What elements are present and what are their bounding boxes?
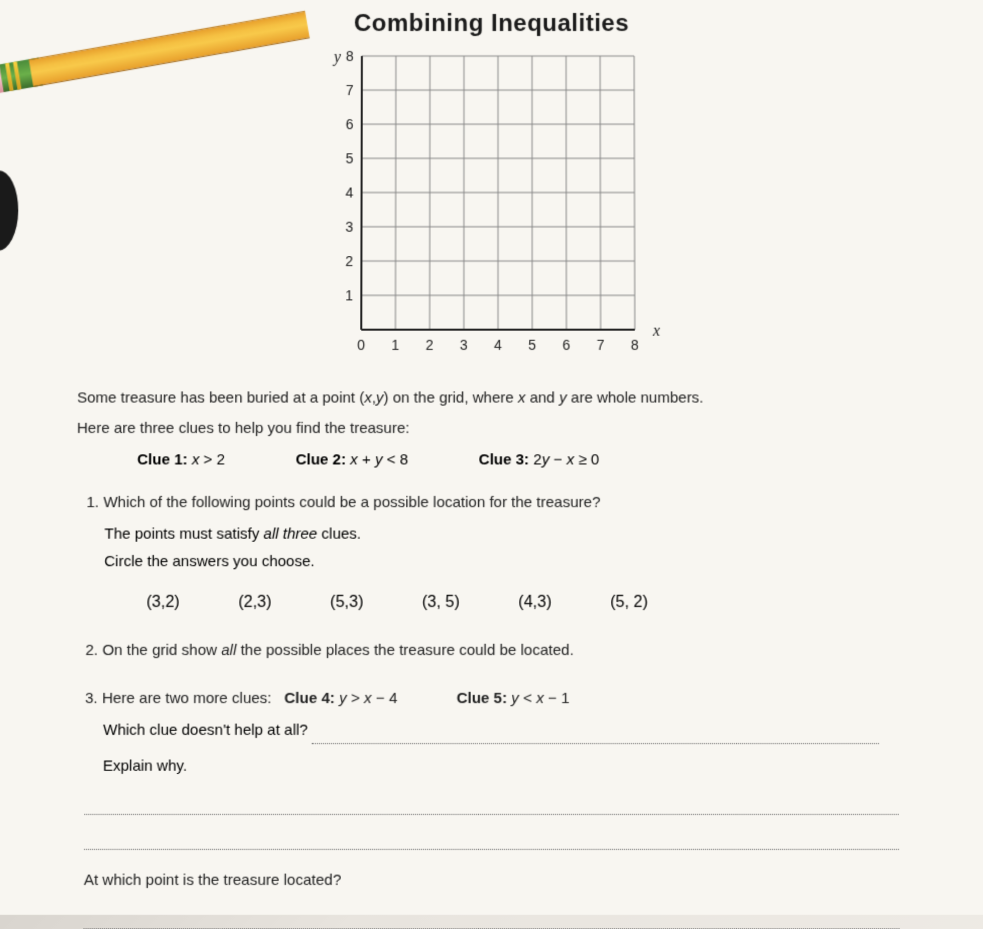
point-option[interactable]: (2,3) xyxy=(238,594,271,612)
svg-text:6: 6 xyxy=(345,116,353,132)
question-3: 3. Here are two more clues: Clue 4: y > … xyxy=(85,685,898,713)
svg-text:6: 6 xyxy=(562,337,570,353)
clue-3: Clue 3: 2y − x ≥ 0 xyxy=(479,451,600,468)
svg-text:2: 2 xyxy=(425,337,433,353)
svg-text:4: 4 xyxy=(345,184,353,200)
answer-blank-line[interactable] xyxy=(84,829,899,850)
question-1-line2: The points must satisfy all three clues. xyxy=(104,520,937,547)
svg-text:7: 7 xyxy=(596,337,604,353)
answer-points-row: (3,2) (2,3) (5,3) (3, 5) (4,3) (5, 2) xyxy=(146,594,877,612)
clue-2: Clue 2: x + y < 8 xyxy=(296,451,409,468)
svg-text:5: 5 xyxy=(528,337,536,353)
answer-blank-line[interactable] xyxy=(84,794,898,815)
svg-text:8: 8 xyxy=(345,48,353,64)
question-1: 1. Which of the following points could b… xyxy=(86,489,896,516)
svg-text:5: 5 xyxy=(345,150,353,166)
question-2: 2. On the grid show all the possible pla… xyxy=(85,637,897,665)
svg-text:7: 7 xyxy=(345,82,353,98)
point-option[interactable]: (5, 2) xyxy=(610,594,648,612)
question-3-which: Which clue doesn't help at all? xyxy=(103,716,939,744)
svg-text:y: y xyxy=(331,49,341,66)
intro-text-1: Some treasure has been buried at a point… xyxy=(77,386,906,410)
point-option[interactable]: (5,3) xyxy=(330,594,363,612)
svg-text:0: 0 xyxy=(357,337,365,353)
coordinate-grid: 01234567812345678xy xyxy=(47,46,936,368)
svg-text:4: 4 xyxy=(494,337,502,353)
point-option[interactable]: (4,3) xyxy=(518,594,551,612)
point-option[interactable]: (3,2) xyxy=(146,594,179,612)
question-1-line3: Circle the answers you choose. xyxy=(104,548,937,576)
question-3-explain: Explain why. xyxy=(103,752,939,780)
point-option[interactable]: (3, 5) xyxy=(422,594,460,612)
svg-text:1: 1 xyxy=(391,337,399,353)
answer-blank[interactable] xyxy=(312,730,879,744)
question-3-final: At which point is the treasure located? xyxy=(84,866,900,894)
edge-shadow xyxy=(0,170,19,251)
svg-text:3: 3 xyxy=(459,337,467,353)
svg-text:x: x xyxy=(651,323,659,340)
answer-blank-line[interactable] xyxy=(83,909,899,929)
worksheet-paper: Combining Inequalities 01234567812345678… xyxy=(0,0,983,915)
svg-text:1: 1 xyxy=(345,287,353,303)
svg-text:2: 2 xyxy=(345,253,353,269)
svg-text:8: 8 xyxy=(630,337,638,353)
intro-text-2: Here are three clues to help you find th… xyxy=(77,417,906,441)
svg-text:3: 3 xyxy=(345,219,353,235)
clue-1: Clue 1: x > 2 xyxy=(137,451,225,468)
clues-row: Clue 1: x > 2 Clue 2: x + y < 8 Clue 3: … xyxy=(137,451,876,468)
